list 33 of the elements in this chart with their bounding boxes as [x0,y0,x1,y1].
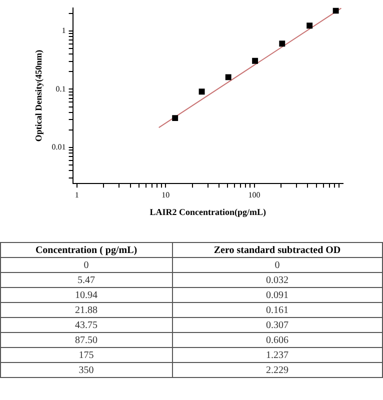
x-tick-label: 10 [162,190,170,200]
y-axis-title: Optical Density(450nm) [34,50,44,142]
category-label: 21.88 [0,302,172,318]
y-tick-label: 1 [62,26,66,36]
data-label: 0.032 [172,272,382,288]
point [279,40,286,47]
data-label: 0 [0,258,172,272]
category-label: 175 [0,348,172,362]
data-label: 0.161 [172,302,382,318]
data-label: 0.307 [172,318,382,332]
category-label: 87.50 [0,332,172,348]
category-label: 43.75 [0,318,172,332]
y-tick-label: 0.01 [52,142,66,152]
text: Concentration ( pg/mL) [0,242,172,258]
y-tick-label: 0.1 [56,84,66,94]
point [225,74,232,80]
x-tick-label: 100 [248,190,260,200]
point [172,115,178,122]
text: Zero standard subtracted OD [172,242,382,258]
x-axis-title: LAIR2 Concentration(pg/mL) [150,206,266,217]
data-label: 0.091 [172,288,382,302]
point [252,58,258,64]
point [306,22,313,29]
category-label: 350 [0,362,172,378]
point [198,88,205,95]
point [332,8,339,14]
category-label: 10.94 [0,288,172,302]
category-label: 5.47 [0,272,172,288]
x-tick-label: 1 [74,190,79,200]
category-label: 0 [172,258,382,272]
data-label: 2.229 [172,362,382,378]
data-label: 0.606 [172,332,382,348]
data-label: 1.237 [172,348,382,362]
